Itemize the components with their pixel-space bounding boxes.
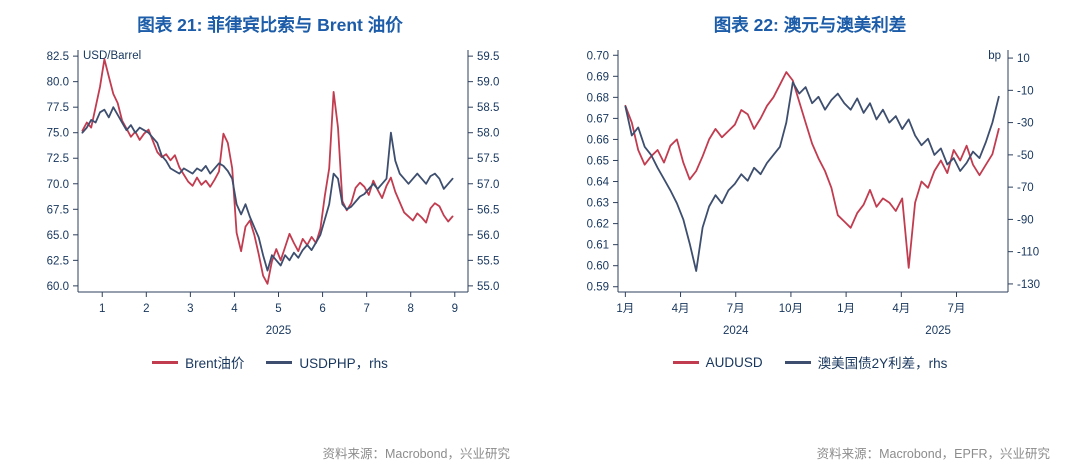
svg-text:1月: 1月 [837, 303, 855, 315]
svg-text:1: 1 [99, 303, 105, 315]
svg-text:60.0: 60.0 [47, 281, 69, 293]
source-note-right: 资料来源：Macrobond，EPFR，兴业研究 [816, 447, 1050, 461]
svg-text:80.0: 80.0 [47, 77, 69, 89]
legend-swatch-usdphp [266, 360, 293, 364]
svg-text:0.59: 0.59 [587, 282, 609, 294]
svg-text:-50: -50 [1017, 150, 1034, 162]
svg-text:-30: -30 [1017, 118, 1034, 130]
svg-text:72.5: 72.5 [47, 153, 69, 165]
legend-swatch-brent [152, 360, 179, 364]
legend-label-usdphp: USDPHP，rhs [299, 356, 388, 371]
svg-text:2025: 2025 [266, 325, 292, 337]
svg-text:-130: -130 [1017, 279, 1040, 291]
svg-text:56.5: 56.5 [477, 204, 499, 216]
svg-text:56.0: 56.0 [477, 230, 499, 242]
svg-text:2024: 2024 [723, 325, 749, 337]
svg-text:9: 9 [452, 303, 458, 315]
svg-text:0.65: 0.65 [587, 155, 609, 167]
svg-text:0.67: 0.67 [587, 113, 609, 125]
legend-swatch-audusd [672, 360, 699, 364]
svg-text:0.66: 0.66 [587, 134, 609, 146]
chart-panel-php-brent: 图表 21: 菲律宾比索与 Brent 油价 82.5 80.0 77.5 75.0 7… [47, 15, 510, 461]
svg-text:-110: -110 [1017, 247, 1039, 259]
svg-text:0.68: 0.68 [587, 92, 609, 104]
svg-text:-90: -90 [1017, 214, 1034, 226]
svg-text:59.5: 59.5 [477, 51, 499, 63]
svg-text:7: 7 [363, 303, 369, 315]
svg-text:1月: 1月 [616, 303, 634, 315]
svg-text:75.0: 75.0 [47, 128, 69, 140]
svg-text:7月: 7月 [948, 303, 966, 315]
svg-text:7月: 7月 [727, 303, 745, 315]
svg-text:65.0: 65.0 [47, 230, 69, 242]
svg-text:0.64: 0.64 [587, 177, 610, 189]
line-chart-aud-spread: 0.70 0.69 0.68 0.67 0.66 0.65 0.64 0.63 0.62 0.61… [587, 50, 1040, 337]
svg-text:0.63: 0.63 [587, 198, 609, 210]
svg-text:5: 5 [275, 303, 281, 315]
svg-text:10月: 10月 [779, 303, 803, 315]
svg-text:4月: 4月 [892, 303, 910, 315]
chart-title-left: 图表 21: 菲律宾比索与 Brent 油价 [137, 15, 403, 35]
source-note-left: 资料来源：Macrobond，兴业研究 [322, 447, 510, 461]
svg-text:58.5: 58.5 [477, 102, 499, 114]
svg-text:55.0: 55.0 [477, 281, 499, 293]
legend-label-2y-spread: 澳美国债2Y利差，rhs [817, 356, 948, 371]
svg-text:57.0: 57.0 [477, 179, 499, 191]
svg-text:2: 2 [143, 303, 149, 315]
svg-text:67.5: 67.5 [47, 204, 69, 216]
svg-text:57.5: 57.5 [477, 153, 499, 165]
svg-text:-70: -70 [1017, 182, 1034, 194]
svg-text:55.5: 55.5 [477, 255, 499, 267]
legend-label-audusd: AUDUSD [705, 354, 763, 370]
svg-text:2025: 2025 [925, 325, 951, 337]
svg-text:0.61: 0.61 [587, 240, 609, 252]
svg-text:62.5: 62.5 [47, 255, 69, 267]
svg-text:-10: -10 [1017, 85, 1034, 97]
chart-panel-aud-spread: 图表 22: 澳元与澳美利差 0.70 0.69 0.68 0.67 0.66 0.65 0… [540, 0, 1080, 476]
svg-text:USD/Barrel: USD/Barrel [83, 50, 141, 62]
svg-text:59.0: 59.0 [477, 77, 499, 89]
svg-text:6: 6 [319, 303, 325, 315]
chart-title-right: 图表 22: 澳元与澳美利差 [713, 15, 907, 35]
svg-text:0.69: 0.69 [587, 71, 609, 83]
svg-text:bp: bp [988, 50, 1001, 62]
chart-legend-left: Brent油价 USDPHP，rhs [152, 352, 388, 372]
svg-text:77.5: 77.5 [47, 102, 69, 114]
svg-text:82.5: 82.5 [47, 51, 69, 63]
svg-text:4月: 4月 [672, 303, 690, 315]
svg-text:3: 3 [187, 303, 193, 315]
svg-text:0.60: 0.60 [587, 261, 609, 273]
legend-label-brent: Brent油价 [185, 356, 245, 371]
legend-swatch-2y-spread [784, 360, 811, 364]
svg-text:58.0: 58.0 [477, 128, 499, 140]
line-chart-php-brent: 82.5 80.0 77.5 75.0 72.5 70.0 67.5 65.0 62.5 60.0… [47, 50, 499, 337]
svg-text:0.70: 0.70 [587, 50, 609, 62]
chart-legend-right: AUDUSD 澳美国债2Y利差，rhs [672, 352, 948, 372]
svg-text:8: 8 [408, 303, 414, 315]
svg-text:0.62: 0.62 [587, 219, 609, 231]
svg-text:4: 4 [231, 303, 238, 315]
svg-text:70.0: 70.0 [47, 179, 69, 191]
svg-text:10: 10 [1017, 53, 1030, 65]
